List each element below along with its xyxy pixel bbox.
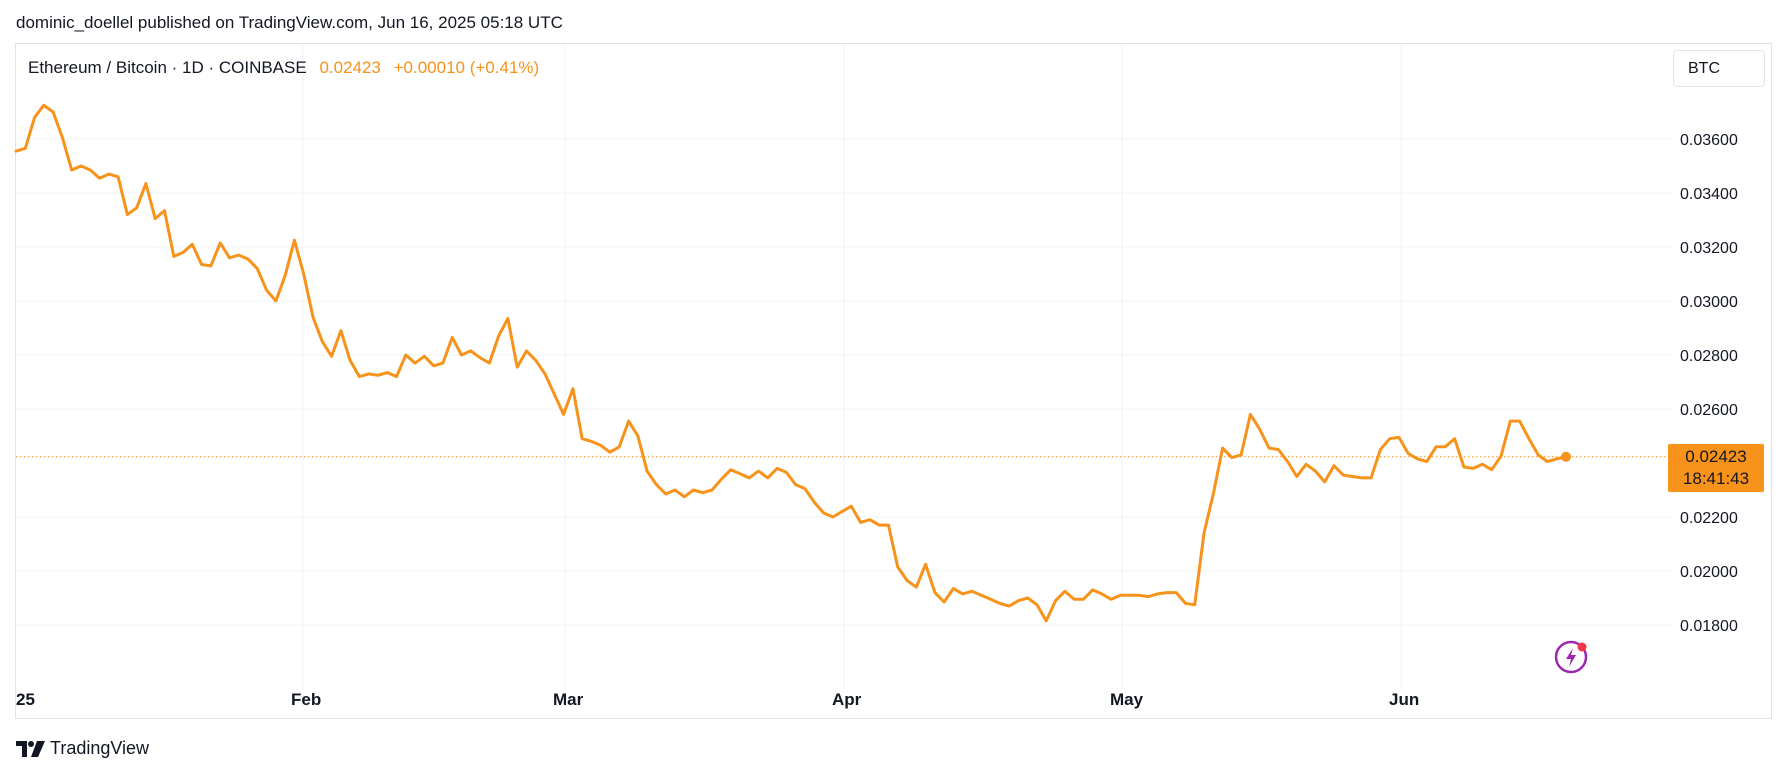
currency-button[interactable]: BTC xyxy=(1673,50,1765,87)
y-tick-label: 0.02200 xyxy=(1680,510,1738,527)
y-tick-label: 0.03000 xyxy=(1680,294,1738,311)
x-tick-label: Feb xyxy=(291,690,321,709)
symbol-description[interactable]: Ethereum / Bitcoin · 1D · COINBASE xyxy=(28,58,307,77)
y-tick-label: 0.03600 xyxy=(1680,132,1738,149)
y-tick-label: 0.01800 xyxy=(1680,618,1738,635)
tradingview-logo[interactable]: TradingView xyxy=(16,738,149,759)
chart-frame xyxy=(15,43,1772,719)
y-tick-label: 0.03400 xyxy=(1680,186,1738,203)
logo-text: TradingView xyxy=(50,738,150,758)
price-change-value: +0.00010 (+0.41%) xyxy=(393,58,540,77)
x-tick-label: Jun xyxy=(1389,690,1419,709)
y-tick-label: 0.02000 xyxy=(1680,564,1738,581)
price-line-series xyxy=(14,103,1568,623)
y-tick-label: 0.02800 xyxy=(1680,348,1738,365)
publisher-line: dominic_doellel published on TradingView… xyxy=(16,13,563,32)
lightning-icon[interactable] xyxy=(1553,639,1593,684)
x-tick-label: Mar xyxy=(553,690,584,709)
y-tick-label: 0.02600 xyxy=(1680,402,1738,419)
last-price-badge: 0.02423 18:41:43 xyxy=(1668,444,1764,492)
last-price-value: 0.02423 xyxy=(319,58,381,77)
badge-countdown: 18:41:43 xyxy=(1682,469,1750,488)
y-tick-label: 0.03200 xyxy=(1680,240,1738,257)
chart-legend: Ethereum / Bitcoin · 1D · COINBASE 0.024… xyxy=(28,58,539,78)
x-tick-label: May xyxy=(1110,690,1144,709)
x-tick-label: Apr xyxy=(832,690,862,709)
tradingview-logo-icon xyxy=(16,741,45,757)
x-tick-label: 25 xyxy=(16,690,35,709)
badge-price: 0.02423 xyxy=(1685,447,1747,466)
last-price-marker xyxy=(1561,451,1571,462)
